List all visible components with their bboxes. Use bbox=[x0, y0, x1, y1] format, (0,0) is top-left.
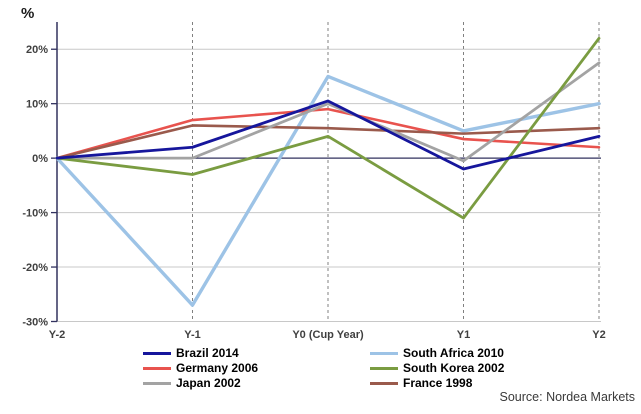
legend-item-label: South Africa 2010 bbox=[403, 346, 504, 360]
legend-item-south-africa-2010: South Africa 2010 bbox=[370, 346, 504, 361]
x-tick-label: Y2 bbox=[592, 329, 605, 341]
y-axis-unit-label: % bbox=[21, 5, 35, 22]
y-tick-label: 0% bbox=[32, 153, 48, 165]
legend-item-france-1998: France 1998 bbox=[370, 376, 504, 391]
series-line-south-africa-2010 bbox=[55, 74, 601, 307]
legend-line-swatch bbox=[143, 382, 171, 385]
legend-item-label: Brazil 2014 bbox=[176, 346, 239, 360]
y-tick-label: 10% bbox=[26, 99, 48, 111]
source-note: Source: Nordea Markets bbox=[499, 390, 635, 404]
legend-item-germany-2006: Germany 2006 bbox=[143, 361, 370, 376]
legend-item-label: South Korea 2002 bbox=[403, 361, 505, 375]
y-tick-label: 20% bbox=[26, 44, 48, 56]
legend-line-swatch bbox=[370, 382, 398, 385]
legend-item-japan-2002: Japan 2002 bbox=[143, 376, 370, 391]
series-line-france-1998 bbox=[55, 124, 601, 160]
series-line-germany-2006 bbox=[55, 107, 601, 160]
legend-item-brazil-2014: Brazil 2014 bbox=[143, 346, 370, 361]
legend-line-swatch bbox=[370, 367, 398, 370]
series-line-japan-2002 bbox=[55, 61, 601, 163]
x-tick-label: Y0 (Cup Year) bbox=[292, 329, 364, 341]
series-line-brazil-2014 bbox=[55, 99, 601, 171]
y-tick-label: -20% bbox=[22, 262, 48, 274]
y-tick-label: -10% bbox=[22, 208, 48, 220]
legend-item-south-korea-2002: South Korea 2002 bbox=[370, 361, 504, 376]
x-tick-label: Y-2 bbox=[49, 329, 66, 341]
legend-item-label: Germany 2006 bbox=[176, 361, 259, 375]
y-tick-label: -30% bbox=[22, 317, 48, 329]
legend: Brazil 2014 South Africa 2010 Germany 20… bbox=[143, 346, 504, 391]
x-tick-label: Y-1 bbox=[184, 329, 201, 341]
legend-line-swatch bbox=[143, 367, 171, 370]
legend-item-label: Japan 2002 bbox=[176, 376, 241, 390]
legend-line-swatch bbox=[143, 352, 171, 355]
legend-line-swatch bbox=[370, 352, 398, 355]
x-tick-label: Y1 bbox=[457, 329, 470, 341]
legend-item-label: France 1998 bbox=[403, 376, 473, 390]
